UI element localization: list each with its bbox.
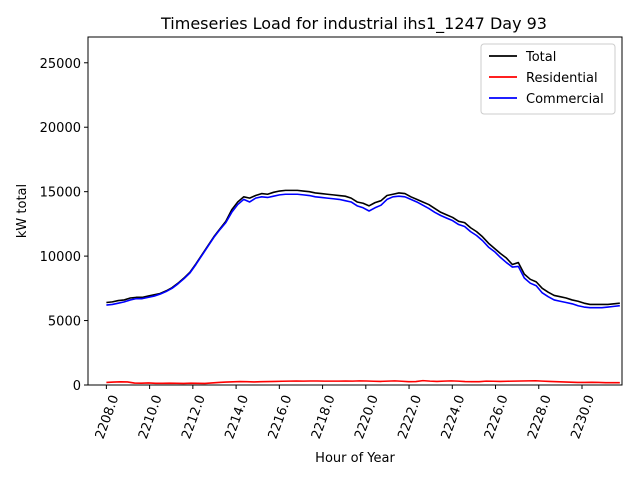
plot-frame bbox=[87, 36, 623, 386]
legend-label-commercial: Commercial bbox=[526, 92, 604, 107]
y-axis: 0 5000 10000 15000 20000 25000 bbox=[40, 57, 88, 394]
y-tick-label: 5000 bbox=[48, 315, 81, 330]
y-tick-label: 15000 bbox=[40, 186, 81, 201]
y-tick-label: 10000 bbox=[40, 250, 81, 265]
y-axis-label: kW total bbox=[15, 184, 30, 238]
legend: Total Residential Commercial bbox=[480, 43, 616, 115]
legend-label-residential: Residential bbox=[526, 71, 598, 86]
series-lines bbox=[106, 189, 620, 385]
series-line-residential bbox=[106, 379, 620, 385]
x-axis-label: Hour of Year bbox=[315, 451, 395, 466]
legend-box bbox=[480, 43, 616, 115]
y-tick-label: 20000 bbox=[40, 121, 81, 136]
y-tick-label: 0 bbox=[73, 379, 81, 394]
legend-label-total: Total bbox=[525, 50, 556, 65]
series-line-commercial bbox=[106, 193, 620, 309]
y-tick-label: 25000 bbox=[40, 57, 81, 72]
chart-title: Timeseries Load for industrial ihs1_1247… bbox=[160, 14, 547, 34]
